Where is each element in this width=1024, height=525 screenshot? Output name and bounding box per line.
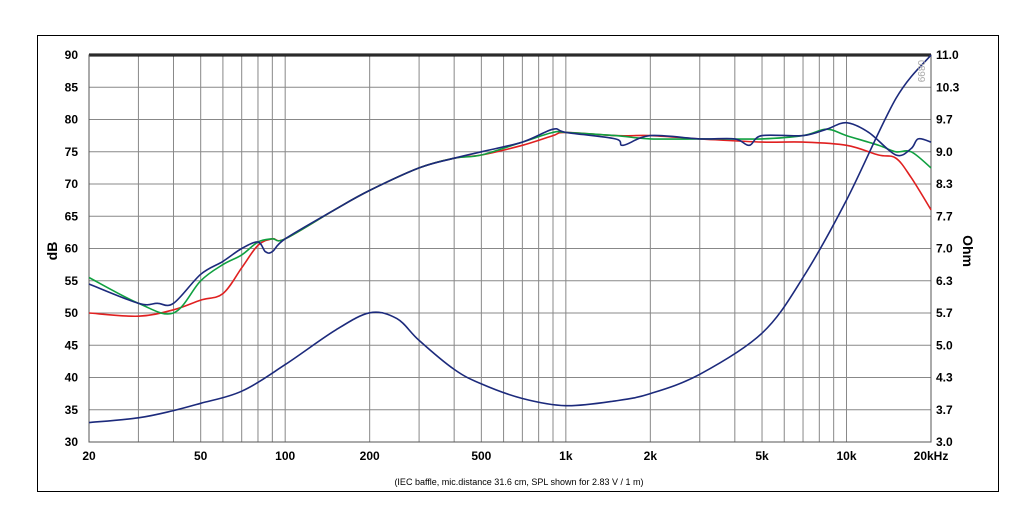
y-tick-label-right: 7.0 xyxy=(936,242,953,256)
impedance-curve xyxy=(88,54,932,424)
x-tick-label: 5k xyxy=(755,449,769,463)
y-tick-label-right: 5.0 xyxy=(936,338,953,352)
y-axis-label-right: Ohm xyxy=(960,235,976,267)
series-layer xyxy=(88,54,932,424)
x-tick-label: 100 xyxy=(275,449,295,463)
x-tick-label: 2k xyxy=(644,449,658,463)
y-tick-label-right: 9.7 xyxy=(936,113,953,127)
grid xyxy=(88,53,932,443)
watermark: 0899 xyxy=(915,60,926,83)
chart-caption: (IEC baffle, mic.distance 31.6 cm, SPL s… xyxy=(394,477,643,487)
y-tick-label-right: 9.0 xyxy=(936,145,953,159)
y-tick-label-right: 11.0 xyxy=(936,48,959,62)
y-axis-label-left: dB xyxy=(44,242,60,261)
y-tick-label-left: 85 xyxy=(65,80,79,94)
y-tick-label-left: 50 xyxy=(65,306,79,320)
x-tick-label: 10k xyxy=(836,449,856,463)
x-tick-label: 20 xyxy=(82,449,96,463)
x-tick-label: 200 xyxy=(360,449,380,463)
y-tick-label-right: 5.7 xyxy=(936,306,953,320)
y-tick-label-right: 6.3 xyxy=(936,274,953,288)
plot-border xyxy=(88,54,932,443)
y-tick-label-left: 35 xyxy=(65,403,79,417)
y-tick-label-left: 30 xyxy=(65,435,79,449)
y-tick-label-right: 3.7 xyxy=(936,403,953,417)
spl-curve-2 xyxy=(88,121,932,307)
y-tick-label-left: 70 xyxy=(65,177,79,191)
y-tick-label-left: 55 xyxy=(65,274,79,288)
spl-curve-0 xyxy=(88,131,932,318)
spl-curve-1 xyxy=(88,128,932,315)
y-tick-label-left: 60 xyxy=(65,242,79,256)
y-tick-label-right: 4.3 xyxy=(936,371,953,385)
frequency-response-chart: 20 50 100 200 500 1k 2k 5k 10k 20kHz 30 35 40 45 50 55 6… xyxy=(44,48,976,487)
y-tick-label-left: 90 xyxy=(65,48,79,62)
y-tick-label-right: 7.7 xyxy=(936,209,953,223)
y-tick-label-right: 10.3 xyxy=(936,80,960,94)
x-tick-label: 500 xyxy=(471,449,491,463)
y-tick-label-right: 8.3 xyxy=(936,177,953,191)
tick-labels: 20 50 100 200 500 1k 2k 5k 10k 20kHz 30 35 40 45 50 55 6… xyxy=(65,48,960,463)
y-tick-label-right: 3.0 xyxy=(936,435,953,449)
y-tick-label-left: 80 xyxy=(65,113,79,127)
x-tick-label: 50 xyxy=(194,449,208,463)
y-tick-label-left: 75 xyxy=(65,145,79,159)
y-tick-label-left: 65 xyxy=(65,209,79,223)
chart-frame: 20 50 100 200 500 1k 2k 5k 10k 20kHz 30 35 40 45 50 55 6… xyxy=(37,35,999,492)
y-tick-label-left: 40 xyxy=(65,371,79,385)
x-tick-label: 20kHz xyxy=(914,449,949,463)
x-tick-label: 1k xyxy=(559,449,573,463)
y-tick-label-left: 45 xyxy=(65,338,79,352)
